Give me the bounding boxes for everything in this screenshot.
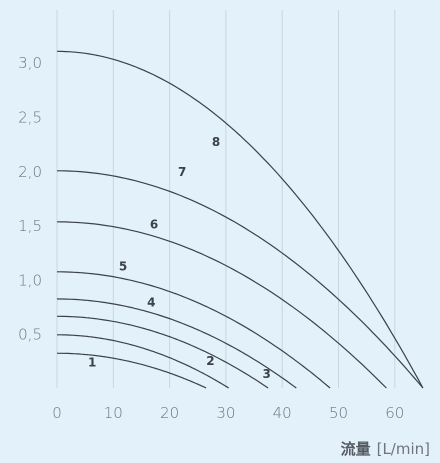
pump-curves	[56, 50, 424, 389]
y-tick-label: 2,5	[18, 109, 42, 127]
y-tick-label: 1,5	[18, 217, 42, 235]
x-tick-label: 10	[104, 404, 123, 422]
curve-label-5: 5	[119, 260, 127, 274]
curve-2	[57, 334, 230, 389]
curve-label-8: 8	[212, 135, 220, 149]
x-tick-label: 30	[216, 404, 235, 422]
y-tick-label: 2,0	[18, 163, 42, 181]
x-tick-label: 50	[329, 404, 348, 422]
curve-labels: 1 2 3 4 5 6 7 8	[88, 135, 271, 381]
curve-label-2: 2	[206, 354, 214, 368]
y-tick-label: 0,5	[18, 326, 42, 344]
x-axis-label-main: 流量	[341, 440, 371, 458]
curve-7	[57, 170, 424, 389]
curve-label-6: 6	[150, 217, 158, 231]
grid-lines	[56, 10, 396, 388]
curve-label-1: 1	[88, 355, 96, 369]
curve-5	[57, 271, 331, 389]
curve-3	[57, 315, 269, 389]
x-tick-label: 20	[160, 404, 179, 422]
curve-label-4: 4	[147, 296, 155, 310]
x-axis-label: 流量 [L/min]	[341, 440, 430, 458]
x-tick-label: 0	[52, 404, 62, 422]
x-axis-label-unit: [L/min]	[377, 440, 430, 458]
curve-6	[56, 221, 387, 389]
curve-label-7: 7	[178, 165, 186, 179]
curve-1	[56, 352, 207, 389]
y-tick-label: 1,0	[18, 271, 42, 289]
y-tick-label: 3,0	[18, 54, 42, 72]
x-tick-label: 40	[273, 404, 292, 422]
curve-4	[56, 298, 297, 389]
y-axis-ticks: 0,5 1,0 1,5 2,0 2,5 3,0	[18, 54, 42, 344]
curve-8	[56, 50, 424, 389]
x-axis-ticks: 0 10 20 30 40 50 60	[52, 404, 404, 422]
curve-label-3: 3	[262, 367, 270, 381]
x-tick-label: 60	[385, 404, 404, 422]
